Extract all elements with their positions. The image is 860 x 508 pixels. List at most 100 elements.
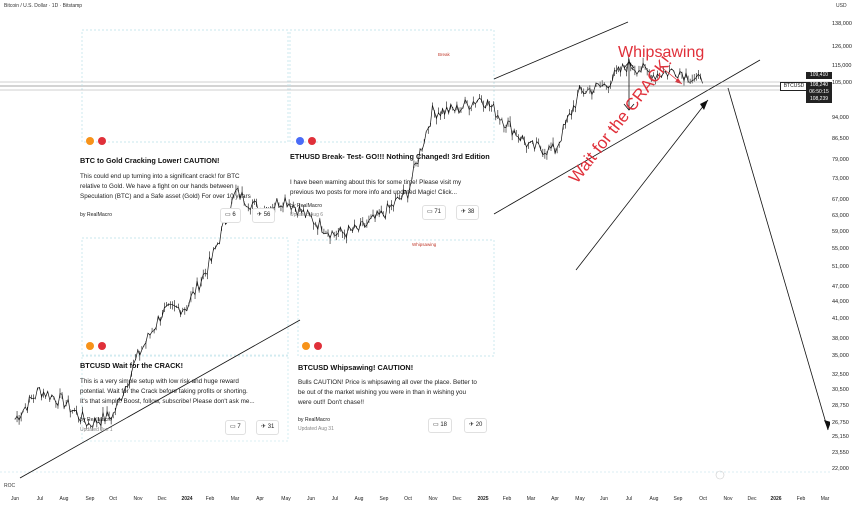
time-tick-label: Sep [85,496,95,502]
idea3-body-line: potential. Wait for the Crack before tak… [80,388,248,395]
idea4-updated: Updated Aug 31 [298,426,334,432]
idea1-body-line: This could end up turning into a signifi… [80,173,240,180]
time-tick-label: Jul [625,496,633,502]
idea3-updated: Updated Jun 1 [80,427,113,433]
comment-icon: ▭ [433,422,441,428]
idea1-comment-count: 6 [232,212,236,218]
time-tick-label: Nov [723,496,733,502]
idea1-author[interactable]: by RealMacro [80,212,113,218]
idea3-body: This is a very simple setup with low ris… [80,377,300,407]
crack-arrowhead [824,420,830,430]
idea2-author[interactable]: by RealMacro [290,203,323,209]
idea3-thumb[interactable] [81,237,289,357]
idea4-body-line: Bulls CAUTION! Price is whipsawing all o… [298,379,477,386]
crack-arrow-line[interactable] [575,99,709,271]
idea1-body: This could end up turning into a signifi… [80,172,300,202]
price-chart[interactable] [0,0,830,492]
price-tick-label: 32,500 [832,372,849,378]
idea1-thumb[interactable] [81,29,289,143]
price-tick-label: 47,000 [832,284,849,290]
price-tick-label: 67,000 [832,197,849,203]
idea4-body-line: be out of the market wishing you were in… [298,389,467,396]
indicator-label: ROC [4,483,16,489]
idea-card-2[interactable]: ETHUSD Break- Test- GO!!! Nothing Change… [290,137,495,230]
time-tick-label: Apr [256,496,264,502]
idea-card-3[interactable]: BTCUSD Wait for the CRACK! This is a ver… [80,342,290,440]
idea1-boosts[interactable]: ✈ 56 [252,208,276,223]
time-tick-label: Feb [502,496,512,502]
idea1-boost-count: 56 [263,212,271,218]
idea1-body-line: Speculation (BTC) and a Safe asset (Gold… [80,193,251,200]
time-tick-label: Oct [699,496,707,502]
price-series-line [14,58,703,429]
idea1-body-line: relative to Gold. We have a fight on our… [80,183,234,190]
idea2-short-icon [308,137,316,145]
drawings-layer [0,21,830,480]
idea2-body-line: previous two posts for more info and upd… [290,189,457,196]
idea3-comments[interactable]: ▭ 7 [225,420,246,435]
price-tag-bottom: 108,239 [806,96,832,103]
price-axis[interactable]: 138,000 126,000 115,000 105,000 94,000 86,500… [830,0,860,508]
time-tick-label: Mar [820,496,830,502]
idea3-boosts[interactable]: ✈ 31 [256,420,280,435]
replay-icon[interactable] [715,470,725,480]
time-tick-label: Dec [452,496,462,502]
idea2-updated: Updated Aug 6 [290,212,324,218]
time-tick-label: Aug [649,496,659,502]
idea3-title[interactable]: BTCUSD Wait for the CRACK! [80,361,184,370]
price-tick-label: 41,000 [832,316,849,322]
time-tick-label: May [281,496,291,502]
comment-icon: ▭ [230,424,238,430]
time-tick-label: Jul [331,496,339,502]
idea4-author[interactable]: by RealMacro [298,417,331,423]
whipsawing-annotation: Whipsawing [618,44,705,61]
price-tag-top: 109,410 [806,72,832,79]
idea1-comments[interactable]: ▭ 6 [220,208,241,223]
thumb-break-label: Break [438,52,450,57]
idea4-boosts[interactable]: ✈ 20 [464,418,488,433]
idea3-author[interactable]: by RealMacro [80,417,113,423]
price-tick-label: 35,000 [832,353,849,359]
idea2-thumb[interactable] [289,29,495,143]
price-tick-label: 22,000 [832,466,849,472]
time-tick-label: Feb [796,496,806,502]
idea-card-4[interactable]: BTCUSD Whipsawing! CAUTION! Bulls CAUTIO… [298,342,498,440]
price-tick-label: 23,550 [832,450,849,456]
idea2-boosts[interactable]: ✈ 38 [456,205,480,220]
time-tick-label: Oct [404,496,412,502]
currency-label: USD [836,3,847,9]
idea-card-1[interactable]: BTC to Gold Cracking Lower! CAUTION! Thi… [80,137,290,230]
upper-channel-line[interactable] [493,21,629,80]
time-tick-label: Sep [673,496,683,502]
idea4-thumb[interactable] [297,239,495,357]
idea4-avatar [302,342,310,350]
price-tick-label: 79,000 [832,157,849,163]
price-tick-label: 94,000 [832,115,849,121]
time-tick-label: Jun [10,496,20,502]
time-tick-label: Jul [36,496,44,502]
whipsaw-up-arrow [623,61,635,69]
price-tag-countdown: 06:50:15 [806,89,832,96]
price-tick-label: 38,000 [832,336,849,342]
idea2-title[interactable]: ETHUSD Break- Test- GO!!! Nothing Change… [290,152,490,161]
idea4-title[interactable]: BTCUSD Whipsawing! CAUTION! [298,363,414,372]
price-tick-label: 86,500 [832,136,849,142]
idea1-title[interactable]: BTC to Gold Cracking Lower! CAUTION! [80,156,220,165]
crack-arrow-head [700,100,708,110]
time-tick-label: Sep [379,496,389,502]
idea1-avatar [86,137,94,145]
idea2-comments[interactable]: ▭ 71 [422,205,447,220]
crack-target-line[interactable] [727,87,829,431]
long-trend-line[interactable] [19,319,301,479]
idea4-comments[interactable]: ▭ 18 [428,418,453,433]
price-tick-label: 26,750 [832,420,849,426]
idea3-body-line: This is a very simple setup with low ris… [80,378,239,385]
symbol-header: Bitcoin / U.S. Dollar · 1D · Bitstamp [4,3,83,9]
price-tick-label: 28,750 [832,403,849,409]
time-tick-label: May [575,496,585,502]
time-tick-label: Apr [551,496,559,502]
lower-channel-line[interactable] [493,59,761,215]
time-tick-label: Dec [747,496,757,502]
price-tick-label: 59,000 [832,229,849,235]
